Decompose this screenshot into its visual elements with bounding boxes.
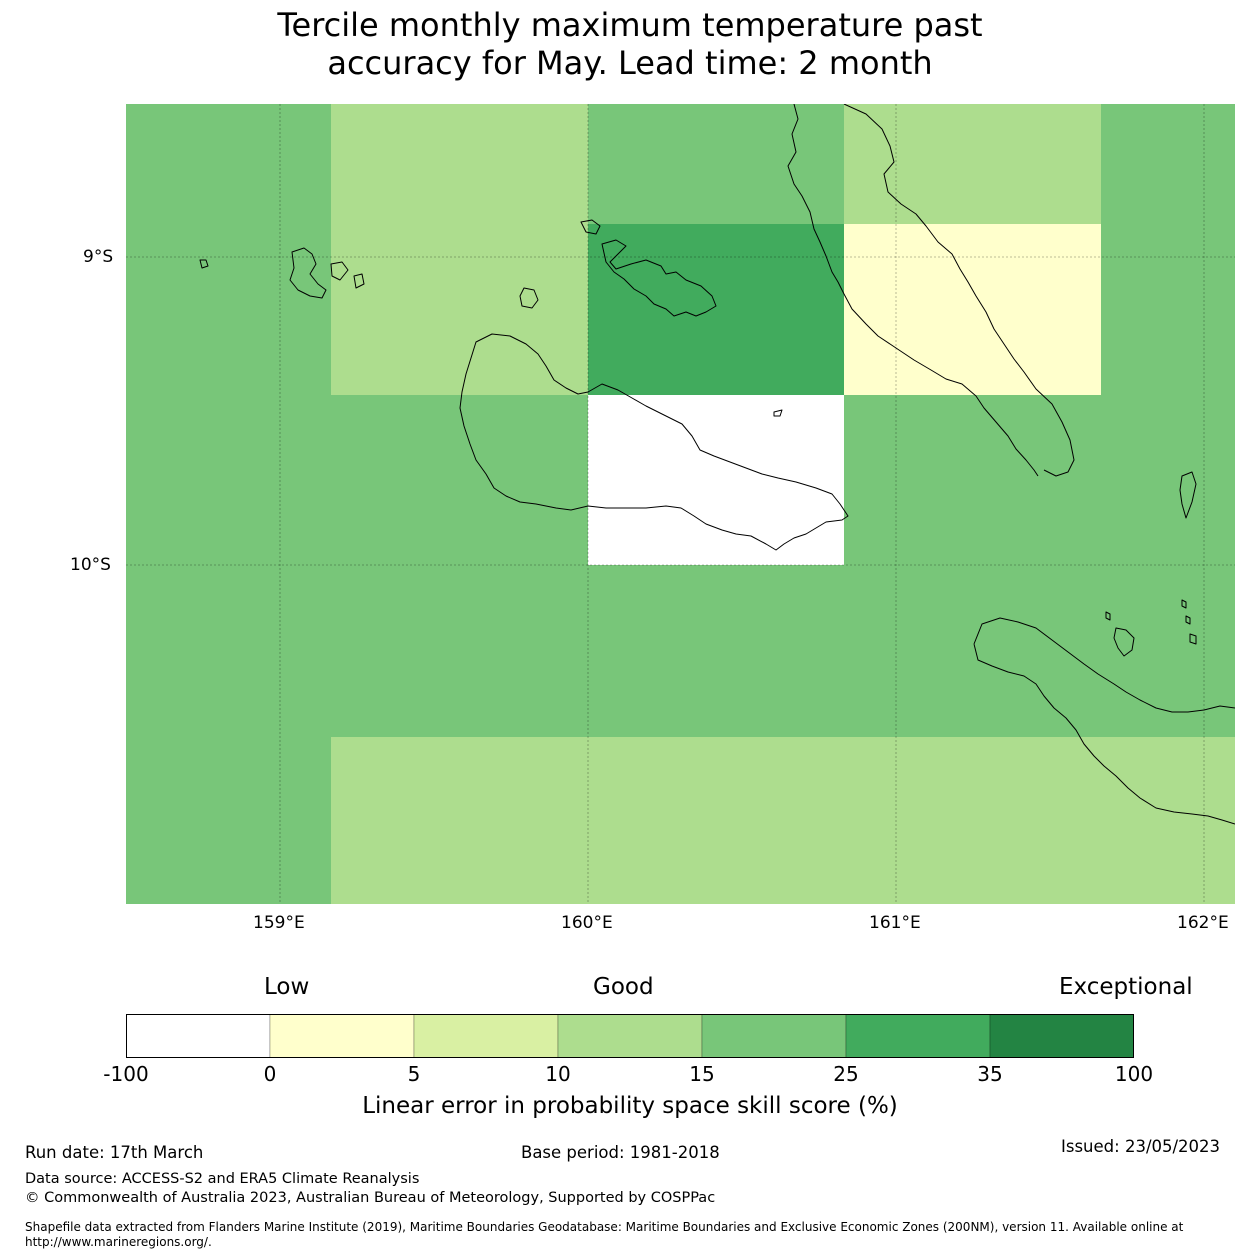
base-period: Base period: 1981-2018 bbox=[521, 1143, 720, 1162]
coastline-ulawa bbox=[1105, 471, 1197, 657]
grid-cell bbox=[588, 395, 844, 565]
colorbar-border bbox=[126, 1014, 1134, 1058]
title-line-2: accuracy for May. Lead time: 2 month bbox=[327, 44, 933, 82]
colorbar-swatch bbox=[701, 1014, 847, 1058]
lat-label-9s: 9°S bbox=[83, 247, 114, 267]
coastline-islet bbox=[519, 287, 539, 309]
grid-cell bbox=[844, 104, 1101, 224]
graticule bbox=[126, 104, 1235, 904]
colorbar-tick: 0 bbox=[263, 1062, 277, 1086]
colorbar-category-low: Low bbox=[264, 974, 310, 1000]
grid-cell bbox=[331, 104, 588, 395]
coastline-russell-islands bbox=[199, 247, 365, 299]
colorbar-tick: -100 bbox=[103, 1062, 149, 1086]
coastline-islet-small bbox=[773, 409, 783, 417]
colorbar-tick: 35 bbox=[977, 1062, 1003, 1086]
grid-cell bbox=[588, 224, 844, 395]
colorbar bbox=[126, 1014, 1134, 1058]
colorbar-tick: 25 bbox=[833, 1062, 859, 1086]
skill-grid bbox=[126, 104, 1235, 904]
map-panel bbox=[126, 104, 1235, 904]
colorbar-swatch bbox=[989, 1014, 1134, 1058]
issued-date: Issued: 23/05/2023 bbox=[1061, 1137, 1221, 1156]
grid-cell bbox=[331, 737, 1235, 904]
grid-cell bbox=[844, 224, 1101, 395]
lon-label-160e: 160°E bbox=[561, 913, 613, 933]
colorbar-tick: 100 bbox=[1114, 1062, 1154, 1086]
colorbar-swatch bbox=[845, 1014, 991, 1058]
colorbar-swatch bbox=[557, 1014, 703, 1058]
colorbar-tick: 10 bbox=[545, 1062, 571, 1086]
map-svg bbox=[126, 104, 1235, 904]
coastlines bbox=[199, 104, 1235, 825]
lat-label-10s: 10°S bbox=[70, 555, 111, 575]
coastline-santa-isabel bbox=[787, 104, 1075, 477]
colorbar-swatch bbox=[126, 1014, 271, 1058]
grid-cell bbox=[1101, 104, 1235, 737]
colorbar-category-exceptional: Exceptional bbox=[1059, 974, 1193, 1000]
colorbar-label: Linear error in probability space skill … bbox=[362, 1093, 898, 1119]
coastline-guadalcanal bbox=[459, 333, 849, 551]
colorbar-category-good: Good bbox=[593, 974, 654, 1000]
coastline-makira bbox=[973, 617, 1235, 825]
shapefile-credit-1: Shapefile data extracted from Flanders M… bbox=[25, 1220, 1184, 1234]
grid-cell bbox=[844, 395, 1101, 565]
lon-label-161e: 161°E bbox=[869, 913, 921, 933]
colorbar-tick: 15 bbox=[689, 1062, 715, 1086]
map-title: Tercile monthly maximum temperature past… bbox=[0, 6, 1260, 82]
run-date: Run date: 17th March bbox=[25, 1143, 204, 1162]
colorbar-swatch bbox=[269, 1014, 415, 1058]
shapefile-credit-2: http://www.marineregions.org/. bbox=[25, 1235, 212, 1249]
colorbar-swatch bbox=[413, 1014, 559, 1058]
grid-cell bbox=[588, 104, 844, 224]
copyright: © Commonwealth of Australia 2023, Austra… bbox=[25, 1190, 716, 1206]
grid-cell bbox=[331, 395, 588, 565]
lon-label-162e: 162°E bbox=[1177, 913, 1229, 933]
colorbar-tick: 5 bbox=[407, 1062, 421, 1086]
grid-cell bbox=[126, 104, 331, 904]
coastline-florida-islands bbox=[580, 219, 717, 317]
lon-label-159e: 159°E bbox=[253, 913, 305, 933]
data-source: Data source: ACCESS-S2 and ERA5 Climate … bbox=[25, 1171, 420, 1187]
grid-cell bbox=[331, 565, 1101, 737]
title-line-1: Tercile monthly maximum temperature past bbox=[277, 6, 983, 44]
